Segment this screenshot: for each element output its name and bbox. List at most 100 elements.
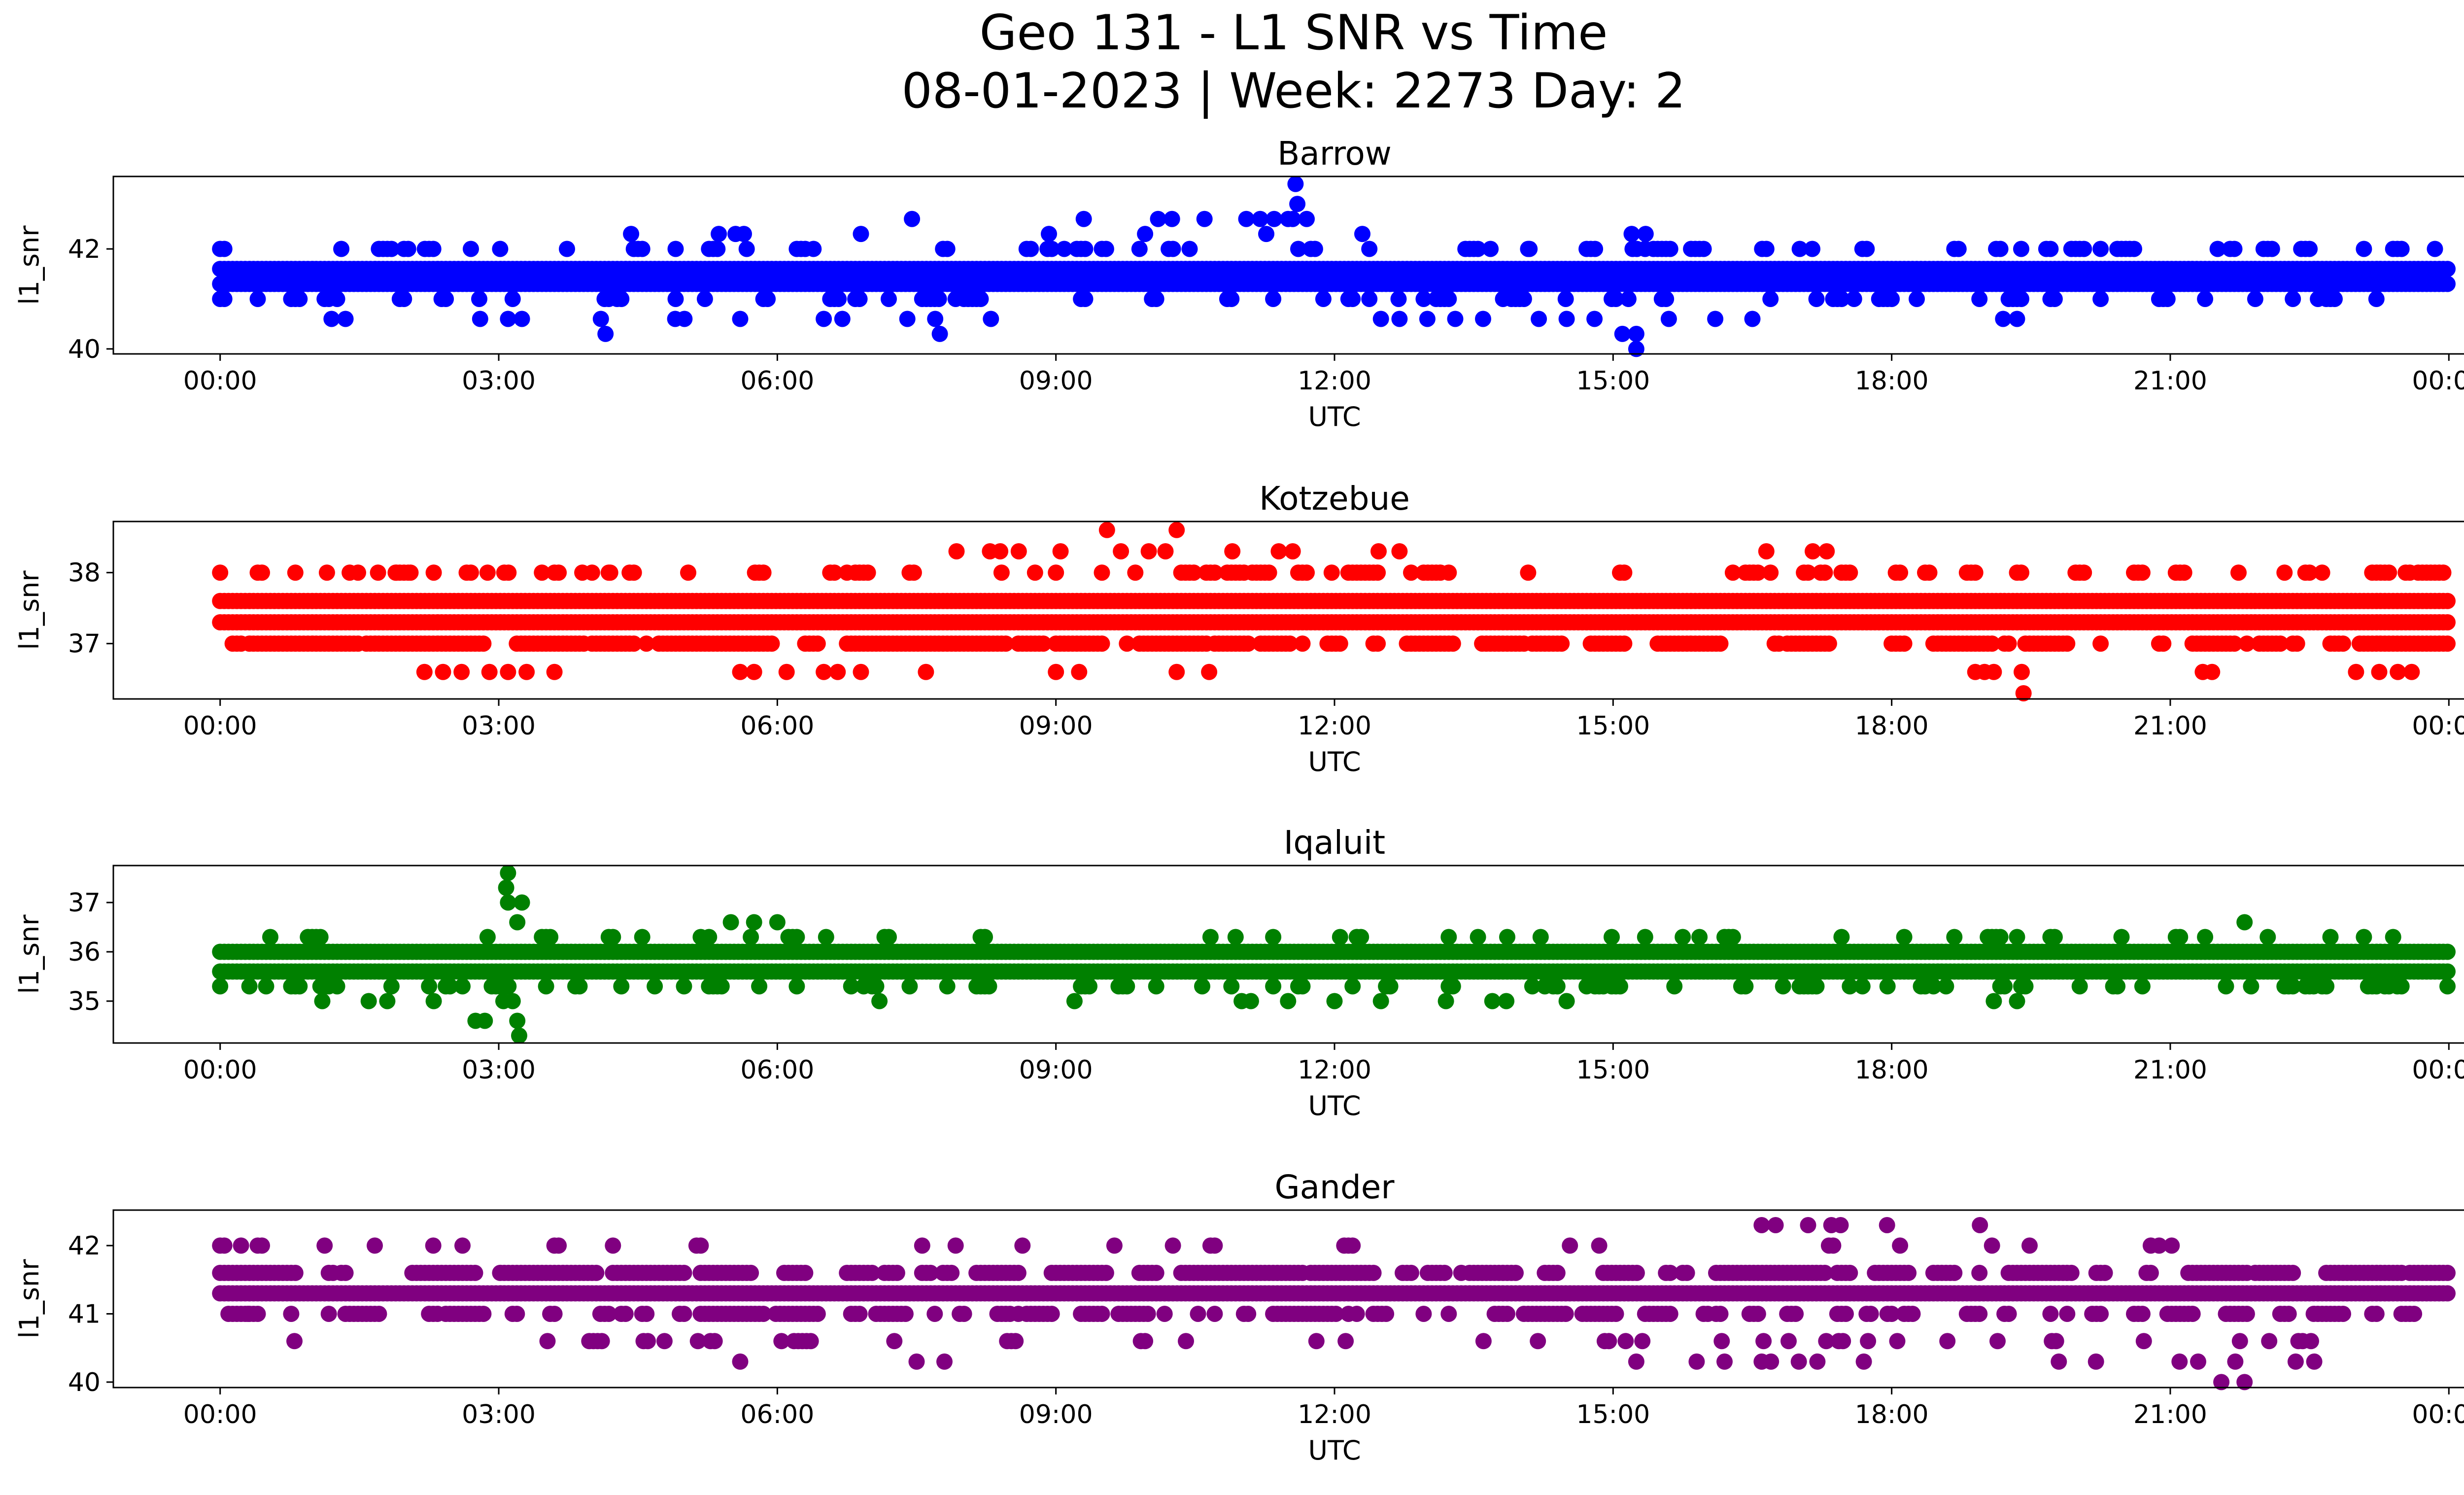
data-point xyxy=(1470,929,1486,945)
data-point xyxy=(509,914,526,931)
data-point xyxy=(1637,226,1654,243)
data-point xyxy=(291,978,308,995)
data-point xyxy=(1265,978,1282,995)
data-point xyxy=(1415,1306,1432,1322)
data-point xyxy=(2439,614,2456,630)
data-point xyxy=(918,663,934,680)
data-point xyxy=(751,978,768,995)
data-point xyxy=(1280,993,1297,1009)
data-point xyxy=(388,564,405,581)
data-point xyxy=(454,978,471,995)
data-point xyxy=(1094,635,1110,652)
data-point xyxy=(2381,564,2397,581)
data-point xyxy=(1549,978,1566,995)
data-point xyxy=(1612,978,1628,995)
data-point xyxy=(1043,241,1060,257)
data-point xyxy=(1558,993,1575,1009)
data-point xyxy=(538,978,554,995)
data-point xyxy=(329,291,345,307)
data-point xyxy=(1992,241,2009,257)
data-point xyxy=(930,291,947,307)
data-point xyxy=(1909,291,1925,307)
data-point xyxy=(1707,311,1724,327)
data-point xyxy=(1440,564,1457,581)
x-tick-label: 00:00 xyxy=(183,711,257,741)
data-point xyxy=(2000,1306,2017,1322)
y-tick-label: 35 xyxy=(68,987,101,1016)
data-point xyxy=(1131,241,1148,257)
data-point xyxy=(1227,929,1244,945)
data-point xyxy=(509,1306,525,1322)
data-point xyxy=(1224,543,1241,559)
data-point xyxy=(1077,291,1094,307)
data-point xyxy=(1808,978,1825,995)
data-point xyxy=(597,325,614,342)
data-point xyxy=(625,635,642,652)
figure-title-line1: Geo 131 - L1 SNR vs Time xyxy=(980,5,1608,61)
data-point xyxy=(212,978,229,995)
data-point xyxy=(2071,978,2088,995)
data-point xyxy=(1791,241,1808,257)
data-point xyxy=(1499,929,1515,945)
data-point xyxy=(638,635,655,652)
data-point xyxy=(500,663,516,680)
data-point xyxy=(435,663,451,680)
x-tick-label: 00:00 xyxy=(2412,1055,2464,1085)
data-point xyxy=(676,311,693,327)
data-point xyxy=(1391,311,1408,327)
data-point xyxy=(1938,978,1954,995)
x-tick-label: 15:00 xyxy=(1576,711,1650,741)
data-point xyxy=(2327,291,2343,307)
data-point xyxy=(1315,291,1332,307)
data-point xyxy=(438,291,454,307)
data-point xyxy=(2439,276,2456,292)
data-point xyxy=(1150,210,1166,227)
data-point xyxy=(1658,291,1675,307)
data-point xyxy=(402,564,419,581)
data-point xyxy=(2439,592,2456,609)
data-point xyxy=(1892,564,1909,581)
x-tick-label: 15:00 xyxy=(1576,366,1650,396)
x-tick-label: 00:00 xyxy=(2412,711,2464,741)
data-point xyxy=(977,929,993,945)
data-point xyxy=(1883,291,1900,307)
y-tick-label: 38 xyxy=(68,558,101,588)
data-point xyxy=(2348,663,2364,680)
data-point xyxy=(816,663,832,680)
data-point xyxy=(1520,564,1537,581)
data-point xyxy=(755,564,772,581)
x-tick-label: 06:00 xyxy=(740,1055,814,1085)
data-point xyxy=(1787,1306,1804,1322)
data-point xyxy=(1475,311,1491,327)
data-point xyxy=(1353,929,1369,945)
data-point xyxy=(1164,241,1181,257)
data-point xyxy=(370,564,386,581)
data-point xyxy=(329,978,345,995)
data-point xyxy=(241,978,258,995)
data-point xyxy=(2197,929,2214,945)
data-point xyxy=(2076,241,2092,257)
data-point xyxy=(1846,291,1862,307)
data-point xyxy=(509,1012,526,1029)
data-point xyxy=(2172,929,2189,945)
data-point xyxy=(2289,635,2305,652)
data-point xyxy=(1447,311,1464,327)
data-point xyxy=(500,978,517,995)
data-point xyxy=(948,543,965,559)
data-point xyxy=(1223,978,1240,995)
data-point xyxy=(1532,929,1549,945)
data-point xyxy=(2176,564,2192,581)
x-tick-label: 06:00 xyxy=(740,711,814,741)
y-tick-label: 37 xyxy=(68,629,101,659)
data-point xyxy=(805,241,822,257)
data-point xyxy=(904,210,921,227)
x-tick-label: 21:00 xyxy=(2133,366,2207,396)
data-point xyxy=(1390,291,1407,307)
data-point xyxy=(1879,978,1896,995)
data-point xyxy=(1196,210,1213,227)
data-point xyxy=(1306,241,1323,257)
data-point xyxy=(2301,241,2318,257)
data-point xyxy=(1744,311,1761,327)
data-point xyxy=(416,663,433,680)
data-point xyxy=(1010,543,1027,559)
